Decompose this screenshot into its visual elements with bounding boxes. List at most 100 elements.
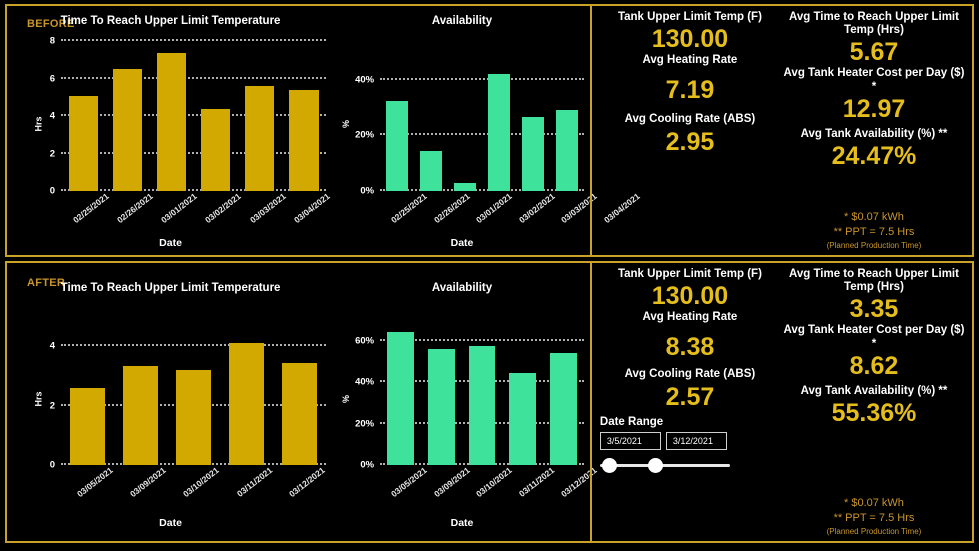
y-axis-tick-label: 6 bbox=[49, 73, 55, 84]
kpi-column-left: Tank Upper Limit Temp (F) 130.00 Avg Hea… bbox=[598, 11, 782, 251]
bar[interactable] bbox=[289, 89, 319, 191]
x-axis-tick-label: 03/04/2021 bbox=[291, 191, 332, 226]
footnotes: * $0.07 kWh ** PPT = 7.5 Hrs (Planned Pr… bbox=[827, 496, 922, 537]
kpi-value-avg-heater-cost: 8.62 bbox=[849, 351, 899, 380]
plot-wrap: Hrs 0 2 4 03/05/2021 03/09/2021 03/10/2021 03/… bbox=[7, 294, 334, 541]
x-axis-tick-label: 03/02/2021 bbox=[516, 191, 557, 226]
chart-title: Availability bbox=[431, 282, 493, 294]
x-axis-tick-label: 02/25/2021 bbox=[389, 191, 429, 226]
bar[interactable] bbox=[68, 96, 98, 191]
kpi-column-left: Tank Upper Limit Temp (F) 130.00 Avg Hea… bbox=[598, 268, 782, 537]
date-inputs bbox=[599, 431, 782, 450]
bar[interactable] bbox=[550, 352, 577, 465]
kpi-label-tank-upper-limit-temp: Tank Upper Limit Temp (F) bbox=[617, 268, 762, 280]
bar[interactable] bbox=[509, 372, 537, 465]
gridline bbox=[61, 344, 327, 347]
kpi-value-avg-availability: 55.36% bbox=[831, 399, 917, 428]
y-axis-tick-label: 4 bbox=[49, 340, 55, 352]
kpi-value-tank-upper-limit-temp: 130.00 bbox=[651, 25, 729, 54]
bar[interactable] bbox=[419, 150, 443, 191]
kpi-value-avg-cooling-rate: 2.57 bbox=[665, 382, 715, 411]
kpi-value-avg-cooling-rate: 2.95 bbox=[665, 127, 715, 156]
x-axis-label: Date bbox=[159, 237, 182, 249]
bar[interactable] bbox=[387, 332, 414, 465]
bar[interactable] bbox=[385, 100, 409, 191]
bar[interactable] bbox=[112, 69, 142, 191]
bar[interactable] bbox=[70, 387, 105, 465]
chart-before-availability: Availability % 0% 20% 40% 02/25/2021 02/26/2… bbox=[334, 6, 642, 255]
footnote-planned-production-time: (Planned Production Time) bbox=[826, 240, 922, 250]
bar[interactable] bbox=[282, 362, 318, 465]
bar[interactable] bbox=[245, 86, 275, 191]
footnote-ppt: ** PPT = 7.5 Hrs bbox=[833, 225, 915, 238]
x-axis-ticks: 02/25/2021 02/26/2021 03/01/2021 03/02/2021… bbox=[61, 191, 332, 225]
bar[interactable] bbox=[123, 365, 159, 465]
kpi-label-avg-cooling-rate: Avg Cooling Rate (ABS) bbox=[624, 113, 756, 126]
y-axis-tick-label: 8 bbox=[49, 35, 55, 47]
date-range-slider[interactable] bbox=[599, 457, 730, 473]
kpi-label-avg-time-to-reach: Avg Time to Reach Upper Limit Temp (Hrs) bbox=[788, 11, 959, 37]
slider-handle-start[interactable] bbox=[601, 457, 617, 473]
kpi-panel-after: Tank Upper Limit Temp (F) 130.00 Avg Hea… bbox=[589, 263, 972, 541]
chart-after-availability: Availability % 0% 20% 40% 60% 03/05/2021 03/0… bbox=[334, 263, 599, 541]
y-axis-tick-label: 0% bbox=[360, 185, 375, 197]
y-axis-tick-label: 2 bbox=[49, 148, 55, 159]
bar[interactable] bbox=[487, 74, 511, 191]
plot-wrap: % 0% 20% 40% 60% 03/05/2021 03/09/2021 03/10/2… bbox=[334, 294, 599, 541]
y-axis-label: Hrs bbox=[33, 116, 44, 132]
x-axis-tick-label: 03/11/2021 bbox=[516, 465, 556, 499]
x-axis-tick-label: 03/10/2021 bbox=[474, 465, 514, 500]
kpi-value-avg-availability: 24.47% bbox=[831, 142, 917, 171]
x-axis-tick-label: 03/12/2021 bbox=[287, 465, 328, 500]
slider-track[interactable] bbox=[599, 463, 730, 467]
x-axis-tick-label: 02/26/2021 bbox=[431, 191, 472, 226]
y-axis-tick-label: 0 bbox=[49, 185, 55, 197]
bar[interactable] bbox=[156, 53, 187, 191]
footnote-planned-production-time: (Planned Production Time) bbox=[826, 526, 922, 536]
section-tag-before: BEFORE bbox=[27, 18, 75, 30]
chart-title: Availability bbox=[431, 15, 493, 27]
bar[interactable] bbox=[468, 345, 496, 465]
kpi-label-avg-availability: Avg Tank Availability (%) ** bbox=[800, 384, 948, 397]
plot-area: 0% 20% 40% 60% 03/05/2021 03/09/2021 03/10/202… bbox=[355, 326, 599, 499]
y-axis-tick-label: 20% bbox=[355, 129, 375, 141]
footnote-kwh: * $0.07 kWh bbox=[844, 211, 904, 224]
bar[interactable] bbox=[453, 182, 477, 191]
x-axis-tick-label: 02/25/2021 bbox=[70, 191, 111, 226]
x-axis-tick-label: 03/09/2021 bbox=[431, 465, 472, 500]
slider-handle-end[interactable] bbox=[647, 457, 663, 473]
section-tag-after: AFTER bbox=[27, 277, 66, 289]
plot-area: 0% 20% 40% 02/25/2021 02/26/2021 03/01/2021 03… bbox=[355, 63, 642, 225]
kpi-label-avg-time-to-reach: Avg Time to Reach Upper Limit Temp (Hrs) bbox=[788, 268, 959, 294]
date-range-end-input[interactable] bbox=[665, 431, 727, 450]
kpi-label-avg-heater-cost: Avg Tank Heater Cost per Day ($) * bbox=[783, 67, 965, 93]
y-axis-label: Hrs bbox=[33, 391, 44, 407]
date-range-start-input[interactable] bbox=[599, 431, 661, 450]
kpi-value-avg-time-to-reach: 3.35 bbox=[849, 295, 899, 324]
kpi-value-avg-time-to-reach: 5.67 bbox=[849, 38, 899, 67]
bar[interactable] bbox=[176, 370, 212, 465]
footnote-ppt: ** PPT = 7.5 Hrs bbox=[833, 511, 915, 524]
bar-series bbox=[380, 326, 584, 465]
gridline bbox=[380, 338, 584, 341]
bar[interactable] bbox=[427, 348, 455, 465]
x-axis-tick-label: 03/11/2021 bbox=[234, 465, 274, 499]
chart-title: Time To Reach Upper Limit Temperature bbox=[60, 15, 281, 27]
chart-title: Time To Reach Upper Limit Temperature bbox=[60, 282, 281, 294]
bar[interactable] bbox=[521, 117, 545, 191]
gridline bbox=[61, 114, 327, 116]
y-axis-label: % bbox=[341, 119, 352, 129]
x-axis-tick-label: 03/10/2021 bbox=[181, 465, 221, 500]
bar[interactable] bbox=[201, 109, 231, 191]
y-axis-label: % bbox=[341, 394, 352, 404]
kpi-label-avg-availability: Avg Tank Availability (%) ** bbox=[800, 127, 948, 140]
bar[interactable] bbox=[555, 110, 579, 191]
x-axis-tick-label: 03/05/2021 bbox=[75, 465, 115, 500]
y-axis-tick-label: 40% bbox=[355, 376, 375, 388]
bar[interactable] bbox=[229, 343, 265, 465]
plot-area: 0 2 4 6 8 02/25/2021 02/26/2021 03/01/2021 03/02… bbox=[50, 36, 332, 226]
x-axis-ticks: 03/05/2021 03/09/2021 03/10/2021 03/11/2021… bbox=[380, 465, 598, 499]
kpi-panel-before: Tank Upper Limit Temp (F) 130.00 Avg Hea… bbox=[589, 6, 972, 255]
y-axis-tick-label: 60% bbox=[355, 335, 375, 347]
